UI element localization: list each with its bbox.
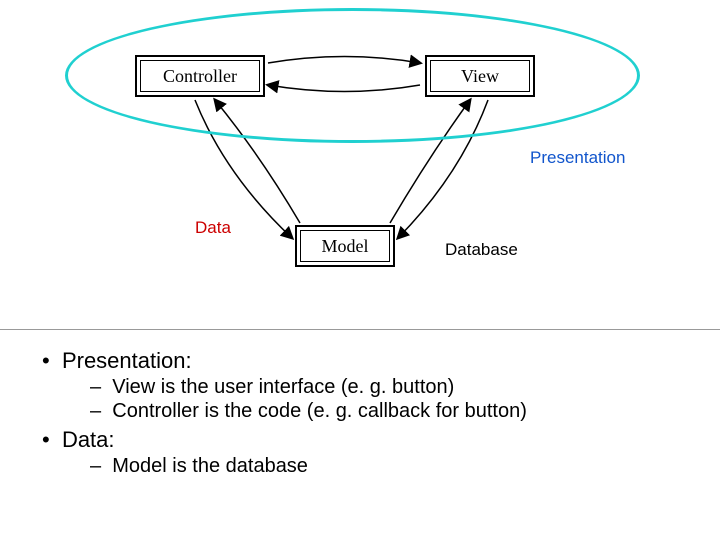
mvc-diagram: Controller View Model Presentation Data … — [0, 0, 720, 330]
data-heading: • Data: — [42, 427, 690, 453]
presentation-point-2-text: Controller is the code (e. g. callback f… — [112, 400, 527, 422]
data-label: Data — [195, 218, 231, 238]
presentation-heading-text: Presentation: — [62, 348, 192, 373]
presentation-heading: • Presentation: — [42, 348, 690, 374]
presentation-point-1-text: View is the user interface (e. g. button… — [112, 376, 454, 398]
model-node: Model — [295, 225, 395, 267]
database-label: Database — [445, 240, 518, 260]
view-label: View — [461, 66, 499, 87]
presentation-label: Presentation — [530, 148, 625, 168]
data-point-1-text: Model is the database — [112, 455, 308, 477]
data-point-1: – Model is the database — [90, 455, 690, 478]
controller-label: Controller — [163, 66, 237, 87]
explanation-text: • Presentation: – View is the user inter… — [0, 330, 720, 497]
controller-node: Controller — [135, 55, 265, 97]
presentation-point-2: – Controller is the code (e. g. callback… — [90, 400, 690, 423]
model-label: Model — [322, 236, 369, 257]
presentation-point-1: – View is the user interface (e. g. butt… — [90, 376, 690, 399]
view-node: View — [425, 55, 535, 97]
data-heading-text: Data: — [62, 427, 115, 452]
